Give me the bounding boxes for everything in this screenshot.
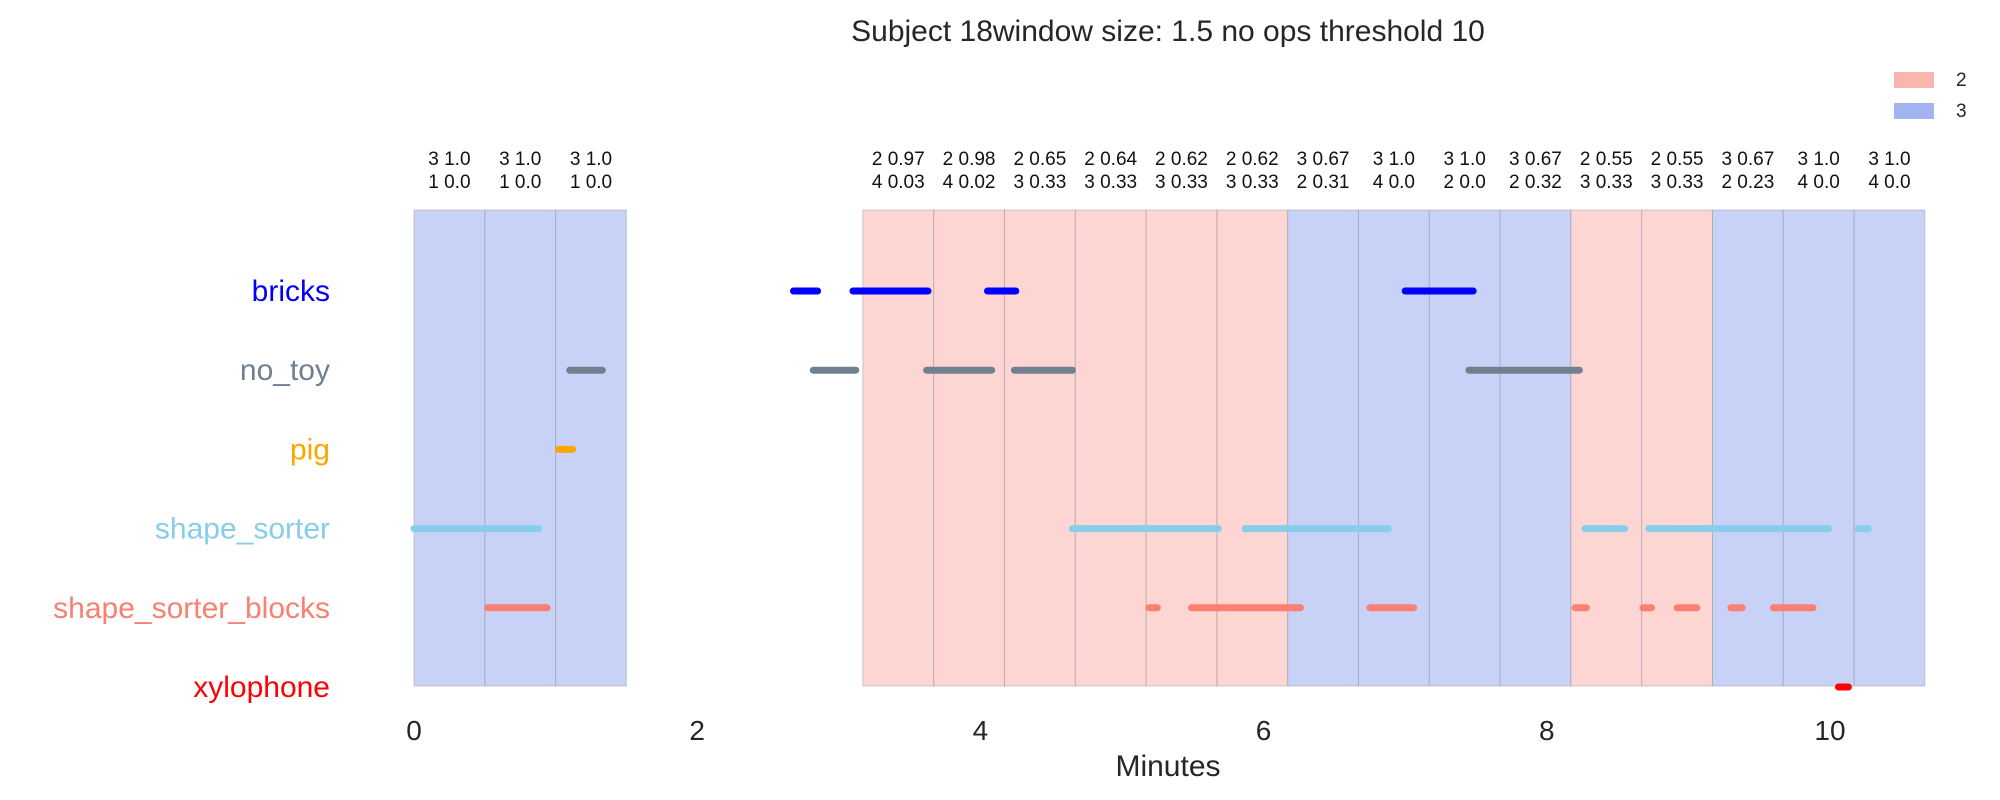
window-annotation-bottom: 3 0.33 [1580,172,1633,193]
window-annotation-bottom: 2 0.0 [1444,172,1486,193]
x-tick-label: 6 [1256,715,1272,746]
window-band [1287,209,1359,687]
window-band [1216,209,1289,687]
window-annotation-top: 3 0.67 [1297,149,1350,170]
category-label: pig [290,433,330,466]
window-band [484,209,557,687]
window-band [933,209,1005,687]
window-band [1428,209,1501,687]
window-annotation-bottom: 4 0.0 [1798,172,1840,193]
window-annotation-bottom: 1 0.0 [499,172,541,193]
window-band [1074,209,1147,687]
window-annotation-bottom: 2 0.23 [1721,172,1774,193]
window-annotations: 3 1.01 0.03 1.01 0.03 1.01 0.02 0.974 0.… [428,149,1910,193]
window-band [1641,209,1713,687]
window-annotation-bottom: 4 0.0 [1868,172,1910,193]
window-annotation-top: 2 0.62 [1226,149,1279,170]
window-annotation-top: 3 0.67 [1509,149,1562,170]
chart-title: Subject 18window size: 1.5 no ops thresh… [851,15,1485,48]
legend-label: 2 [1956,70,1967,91]
window-annotation-bottom: 2 0.32 [1509,172,1562,193]
window-band [862,209,935,687]
window-annotation-top: 3 1.0 [499,149,541,170]
window-annotation-top: 2 0.65 [1013,149,1066,170]
category-label: no_toy [240,354,330,387]
window-annotation-bottom: 3 0.33 [1226,172,1279,193]
window-band [1782,209,1855,687]
window-band [1499,209,1572,687]
window-annotation-top: 3 1.0 [570,149,612,170]
window-annotation-top: 2 0.55 [1580,149,1633,170]
window-annotation-bottom: 1 0.0 [428,172,470,193]
legend-swatch [1894,72,1934,88]
window-annotation-top: 3 1.0 [428,149,470,170]
x-axis-ticks: 0 2 4 6 8 10 [406,715,1845,746]
window-band [1711,209,1784,687]
window-annotation-bottom: 2 0.31 [1297,172,1350,193]
window-band [1003,209,1076,687]
window-band [413,209,486,687]
window-band [1570,209,1643,687]
x-tick-label: 2 [689,715,705,746]
window-annotation-top: 2 0.64 [1084,149,1137,170]
x-tick-label: 10 [1814,715,1845,746]
window-backgrounds [413,209,1926,687]
window-annotation-bottom: 4 0.0 [1373,172,1415,193]
category-label: shape_sorter_blocks [53,592,330,625]
window-annotation-top: 3 0.67 [1721,149,1774,170]
window-annotation-top: 3 1.0 [1868,149,1910,170]
category-label: bricks [252,275,330,308]
window-annotation-top: 3 1.0 [1444,149,1486,170]
category-label: shape_sorter [155,513,330,546]
x-axis-title: Minutes [1115,750,1220,783]
legend-swatch [1894,103,1934,119]
window-band [1357,209,1430,687]
window-band [1145,209,1218,687]
window-annotation-top: 2 0.97 [872,149,925,170]
window-annotation-bottom: 4 0.03 [872,172,925,193]
window-annotation-top: 2 0.55 [1651,149,1704,170]
x-tick-label: 0 [406,715,422,746]
x-tick-label: 4 [973,715,989,746]
activity-segments [410,287,1872,691]
window-annotation-top: 2 0.62 [1155,149,1208,170]
window-annotation-bottom: 1 0.0 [570,172,612,193]
category-label: xylophone [193,671,330,704]
window-annotation-top: 2 0.98 [943,149,996,170]
window-annotation-bottom: 3 0.33 [1013,172,1066,193]
legend: 23 [1894,70,1967,122]
window-annotation-top: 3 1.0 [1798,149,1840,170]
window-annotation-bottom: 3 0.33 [1155,172,1208,193]
window-annotation-bottom: 4 0.02 [943,172,996,193]
window-annotation-bottom: 3 0.33 [1651,172,1704,193]
window-annotation-bottom: 3 0.33 [1084,172,1137,193]
window-band [1853,209,1926,687]
legend-label: 3 [1956,101,1967,122]
x-tick-label: 8 [1539,715,1555,746]
window-annotation-top: 3 1.0 [1373,149,1415,170]
